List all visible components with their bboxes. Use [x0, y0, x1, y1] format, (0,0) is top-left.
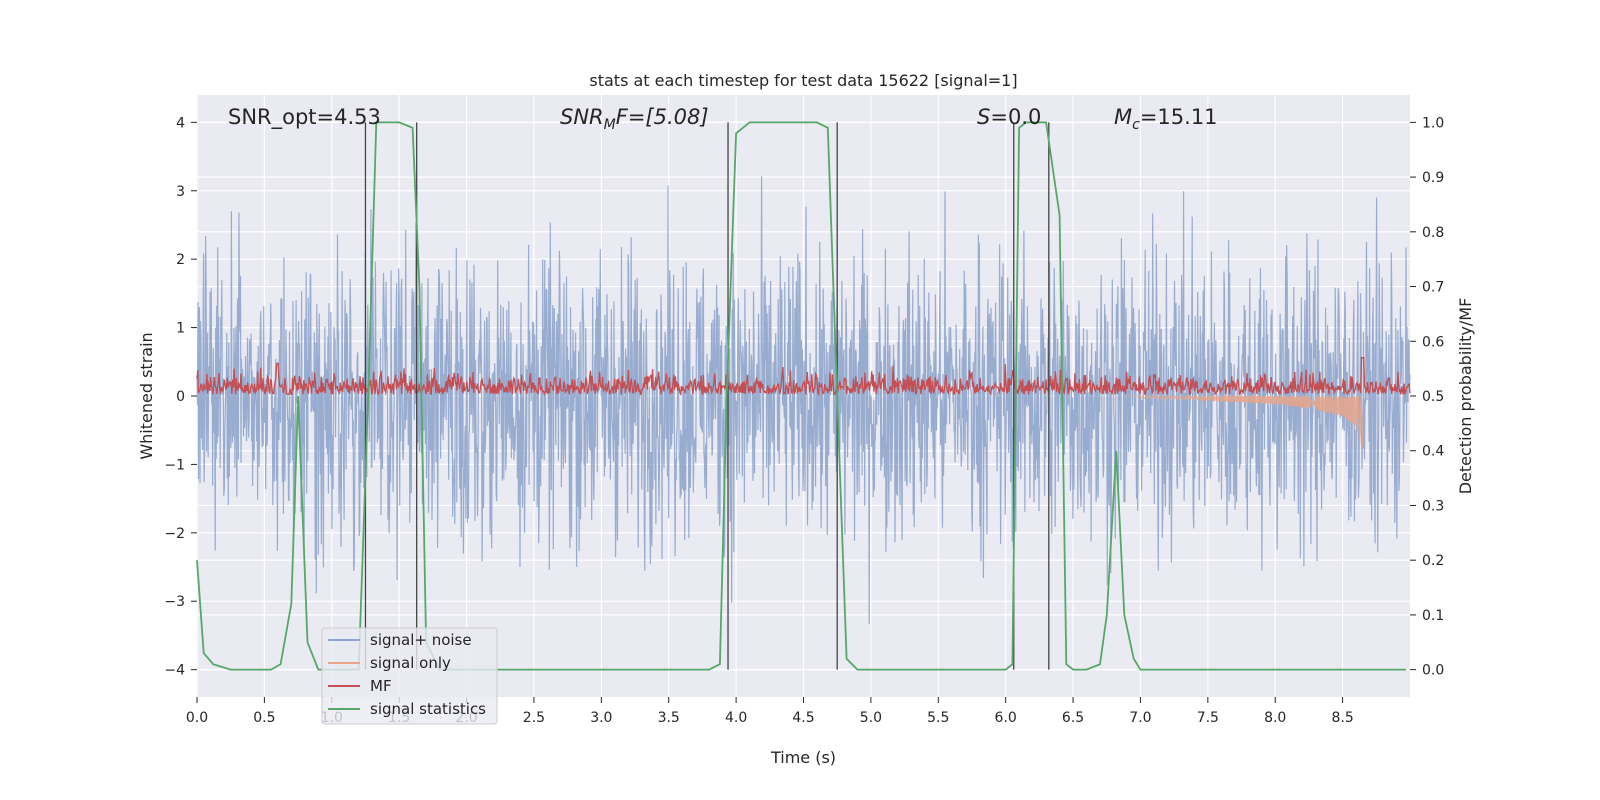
legend: signal+ noise signal only MF signal statist… [321, 627, 498, 725]
x-tick-label: 5.5 [927, 710, 949, 726]
x-tick-label: 0.5 [253, 710, 275, 726]
y-left-tick-label: 1 [176, 321, 185, 337]
annotation-mc-sub: c [1132, 117, 1140, 133]
y-left-tick-label: 2 [176, 252, 185, 268]
x-tick-label: 2.5 [523, 710, 545, 726]
signal-only-line [1127, 394, 1364, 449]
x-tick-label: 7.0 [1129, 710, 1151, 726]
signal-noise-line [196, 176, 1411, 624]
annotation-snr-mf-sub: M [604, 117, 616, 133]
x-tick-label: 4.5 [792, 710, 814, 726]
y-right-tick-label: 0.1 [1422, 608, 1444, 624]
y-right-tick-label: 0.5 [1422, 389, 1444, 405]
y-right-axis-ticks: 0.0 0.1 0.2 0.3 0.4 0.5 0.6 0.7 0.8 0.9 1.0 [1410, 115, 1444, 679]
annotation-s: S=0.0 [977, 105, 1041, 129]
legend-label: MF [370, 677, 392, 695]
y-left-tick-label: 4 [176, 115, 185, 131]
x-tick-label: 3.0 [590, 710, 612, 726]
y-right-tick-label: 0.9 [1422, 170, 1444, 186]
y-left-tick-label: −4 [164, 663, 185, 679]
x-tick-label: 7.5 [1197, 710, 1219, 726]
y-left-tick-label: 3 [176, 184, 185, 200]
annotation-snr-mf-rest: F=[5.08] [616, 105, 709, 129]
x-tick-label: 8.0 [1264, 710, 1286, 726]
y-left-tick-label: 0 [176, 389, 185, 405]
mf-series [196, 357, 1411, 397]
y-right-tick-label: 0.8 [1422, 225, 1444, 241]
annotation-mc-var: M [1114, 105, 1132, 129]
signal-statistics-line [196, 121, 1406, 671]
y-left-tick-label: −1 [164, 457, 185, 473]
y-right-tick-label: 0.2 [1422, 553, 1444, 569]
x-tick-label: 8.5 [1331, 710, 1353, 726]
x-tick-label: 3.5 [658, 710, 680, 726]
legend-label: signal only [370, 654, 451, 672]
annotation-s-val: =0.0 [990, 105, 1041, 129]
signal-statistics-series [196, 121, 1406, 671]
annotation-snr-mf-main: SNR [560, 105, 604, 129]
legend-box [321, 627, 498, 725]
y-right-tick-label: 0.7 [1422, 280, 1444, 296]
chart-title: stats at each timestep for test data 156… [589, 71, 1017, 90]
y-right-tick-label: 0.4 [1422, 444, 1444, 460]
annotation-mc: Mc=15.11 [1114, 105, 1218, 133]
y-left-tick-label: −3 [164, 594, 185, 610]
annotation-s-var: S [977, 105, 990, 129]
annotation-snr-opt: SNR_opt=4.53 [228, 105, 381, 130]
legend-label: signal+ noise [370, 631, 472, 649]
y-right-axis-label: Detection probability/MF [1456, 298, 1475, 495]
x-tick-label: 6.5 [1062, 710, 1084, 726]
x-tick-label: 6.0 [995, 710, 1017, 726]
annotation-snr-mf: SNRMF=[5.08] [560, 105, 709, 133]
mf-line [196, 357, 1411, 397]
annotation-mc-val: =15.11 [1140, 105, 1218, 129]
y-left-tick-label: −2 [164, 526, 185, 542]
legend-label: signal statistics [370, 700, 486, 718]
y-right-tick-label: 1.0 [1422, 115, 1444, 131]
x-tick-label: 4.0 [725, 710, 747, 726]
y-right-tick-label: 0.6 [1422, 334, 1444, 350]
y-right-tick-label: 0.0 [1422, 663, 1444, 679]
x-tick-label: 0.0 [186, 710, 208, 726]
y-left-axis-label: Whitened strain [137, 332, 156, 459]
x-tick-label: 5.0 [860, 710, 882, 726]
y-left-axis-ticks: −4 −3 −2 −1 0 1 2 3 4 [164, 115, 197, 679]
signal-noise-series [196, 176, 1411, 624]
y-right-tick-label: 0.3 [1422, 498, 1444, 514]
signal-only-series [1127, 394, 1364, 449]
x-axis-label: Time (s) [770, 748, 836, 767]
